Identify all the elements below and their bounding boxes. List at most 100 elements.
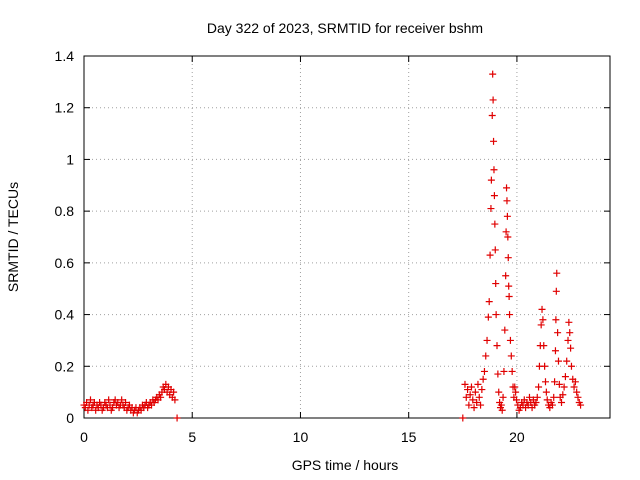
y-tick-label: 1: [66, 151, 74, 167]
data-point: [532, 398, 540, 406]
y-tick-label: 0.2: [55, 358, 75, 374]
data-point: [501, 326, 509, 334]
data-point: [548, 401, 556, 409]
data-point: [105, 396, 113, 404]
data-point: [499, 393, 507, 401]
y-tick-labels: 0 0.2 0.4 0.6 0.8 1 1.2 1.4: [55, 48, 75, 426]
x-tick-label: 10: [293, 429, 309, 445]
data-point: [560, 383, 568, 391]
data-point: [533, 393, 541, 401]
data-point: [479, 375, 487, 383]
data-point: [563, 357, 571, 365]
data-point: [512, 396, 520, 404]
data-point: [492, 280, 500, 288]
data-point: [118, 396, 126, 404]
data-point: [109, 404, 117, 412]
data-point: [492, 311, 500, 319]
data-point: [171, 396, 179, 404]
y-tick-label: 0.4: [55, 307, 75, 323]
data-point: [489, 70, 497, 78]
data-point: [506, 311, 514, 319]
data-point: [561, 373, 569, 381]
data-point: [567, 362, 575, 370]
data-point: [525, 393, 533, 401]
grid: [84, 56, 610, 418]
data-point: [467, 383, 475, 391]
data-point: [469, 396, 477, 404]
data-point: [543, 396, 551, 404]
y-tick-label: 0: [66, 410, 74, 426]
data-point: [488, 111, 496, 119]
data-point: [502, 228, 510, 236]
data-point: [540, 342, 548, 350]
x-tick-labels: 0 5 10 15 20: [80, 429, 525, 445]
data-point: [477, 401, 485, 409]
y-tick-label: 0.6: [55, 255, 75, 271]
y-tick-label: 1.2: [55, 100, 75, 116]
x-tick-label: 0: [80, 429, 88, 445]
data-point: [503, 184, 511, 192]
data-point: [500, 367, 508, 375]
x-tick-label: 20: [509, 429, 525, 445]
data-point: [577, 401, 585, 409]
data-point: [497, 401, 505, 409]
data-point: [486, 251, 494, 259]
data-point: [491, 220, 499, 228]
data-point: [480, 367, 488, 375]
data-point: [554, 329, 562, 337]
data-point: [462, 393, 470, 401]
data-point: [551, 347, 559, 355]
data-point: [574, 393, 582, 401]
data-point: [552, 316, 560, 324]
data-point: [559, 391, 567, 399]
data-point: [86, 396, 94, 404]
data-point: [571, 378, 579, 386]
data-point: [487, 205, 495, 213]
data-point: [511, 383, 519, 391]
data-point: [537, 321, 545, 329]
data-point: [490, 192, 498, 200]
data-point: [487, 176, 495, 184]
data-point: [471, 388, 479, 396]
data-point: [550, 393, 558, 401]
data-point: [541, 362, 549, 370]
data-point: [490, 166, 498, 174]
data-point: [541, 378, 549, 386]
data-point: [555, 380, 563, 388]
data-point: [491, 246, 499, 254]
data-point: [474, 380, 482, 388]
data-point: [504, 254, 512, 262]
data-point: [482, 352, 490, 360]
data-point: [502, 272, 510, 280]
data-point: [493, 342, 501, 350]
x-tick-label: 15: [401, 429, 417, 445]
data-point: [512, 388, 520, 396]
axis-ticks: [83, 55, 610, 419]
data-point: [551, 378, 559, 386]
data-point: [570, 383, 578, 391]
data-point: [459, 414, 467, 422]
y-axis-label: SRMTID / TECUs: [5, 182, 21, 292]
data-point: [564, 336, 572, 344]
data-point: [553, 269, 561, 277]
data-point: [490, 137, 498, 145]
data-point: [508, 367, 516, 375]
data-point: [473, 398, 481, 406]
data-point: [535, 383, 543, 391]
data-point: [465, 401, 473, 409]
data-point: [461, 380, 469, 388]
data-point: [503, 197, 511, 205]
data-point: [170, 388, 178, 396]
data-point: [475, 393, 483, 401]
x-tick-label: 5: [188, 429, 196, 445]
data-point: [565, 318, 573, 326]
data-point: [506, 336, 514, 344]
data-point: [173, 414, 181, 422]
x-axis-label: GPS time / hours: [292, 457, 399, 473]
data-point: [84, 406, 92, 414]
data-point: [567, 344, 575, 352]
data-point: [466, 391, 474, 399]
plot-frame: [83, 55, 611, 419]
data-point: [498, 406, 506, 414]
